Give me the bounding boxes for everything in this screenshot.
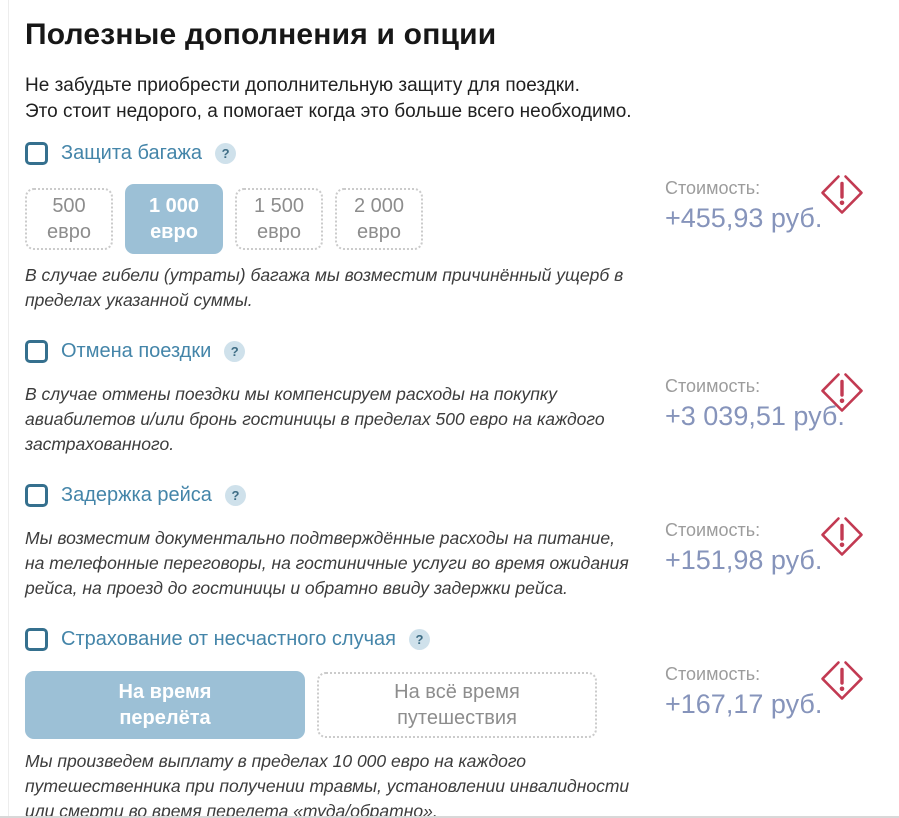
subtitle-line-2: Это стоит недорого, а помогает когда это… — [25, 101, 632, 122]
section-baggage-header: Защита багажа ? — [25, 142, 899, 165]
cost-label: Стоимость: — [665, 376, 761, 396]
section-trip-cancellation: Отмена поездки ? В случае отмены поездки… — [25, 340, 899, 457]
baggage-cost: Стоимость: +455,93 руб. — [665, 175, 899, 234]
flight-delay-cost: Стоимость: +151,98 руб. — [665, 517, 899, 576]
flight-delay-label[interactable]: Задержка рейса — [61, 484, 212, 506]
baggage-option-2000[interactable]: 2 000 евро — [335, 188, 423, 250]
baggage-cost-value: +455,93 руб. — [665, 203, 823, 233]
trip-cancellation-checkbox[interactable] — [25, 340, 48, 363]
accident-insurance-cost-value: +167,17 руб. — [665, 689, 823, 719]
cost-label: Стоимость: — [665, 178, 761, 198]
accident-insurance-checkbox[interactable] — [25, 628, 48, 651]
accident-option-flight-only[interactable]: На время перелёта — [25, 671, 305, 739]
accident-insurance-description: Мы произведем выплату в пределах 10 000 … — [25, 751, 630, 818]
section-trip-cancellation-header: Отмена поездки ? — [25, 340, 899, 363]
flight-delay-help-icon[interactable]: ? — [224, 485, 246, 506]
flight-delay-description: Мы возместим документально подтверждённы… — [25, 528, 629, 598]
page-title: Полезные дополнения и опции — [25, 18, 497, 51]
cost-label: Стоимость: — [665, 664, 761, 684]
baggage-help-icon[interactable]: ? — [215, 143, 237, 164]
accident-option-whole-trip[interactable]: На всё время путешествия — [317, 672, 597, 738]
trip-cancellation-help-icon[interactable]: ? — [224, 341, 246, 362]
baggage-option-500[interactable]: 500 евро — [25, 188, 113, 250]
cost-label: Стоимость: — [665, 520, 761, 540]
warning-icon[interactable] — [819, 170, 865, 221]
baggage-checkbox[interactable] — [25, 142, 48, 165]
baggage-option-1500[interactable]: 1 500 евро — [235, 188, 323, 250]
trip-cancellation-description: В случае отмены поездки мы компенсируем … — [25, 384, 605, 454]
section-accident-insurance: Страхование от несчастного случая ? На в… — [25, 628, 899, 818]
page-subtitle: Не забудьте приобрести дополнительную за… — [25, 73, 899, 125]
accident-insurance-help-icon[interactable]: ? — [408, 629, 430, 650]
trip-cancellation-cost-value: +3 039,51 руб. — [665, 401, 845, 431]
baggage-label[interactable]: Защита багажа — [61, 142, 203, 164]
trip-cancellation-label[interactable]: Отмена поездки — [61, 340, 212, 362]
flight-delay-checkbox[interactable] — [25, 484, 48, 507]
subtitle-line-1: Не забудьте приобрести дополнительную за… — [25, 75, 580, 96]
section-accident-insurance-header: Страхование от несчастного случая ? — [25, 628, 899, 651]
section-flight-delay: Задержка рейса ? Мы возместим документал… — [25, 484, 899, 601]
warning-icon[interactable] — [819, 368, 865, 419]
trip-cancellation-cost: Стоимость: +3 039,51 руб. — [665, 373, 899, 432]
accident-insurance-cost: Стоимость: +167,17 руб. — [665, 661, 899, 720]
warning-icon[interactable] — [819, 656, 865, 707]
section-baggage: Защита багажа ? 500 евро 1 000 евро 1 50… — [25, 142, 899, 313]
warning-icon[interactable] — [819, 512, 865, 563]
accident-period-options: На время перелёта На всё время путешеств… — [25, 670, 649, 740]
flight-delay-cost-value: +151,98 руб. — [665, 545, 823, 575]
accident-insurance-label[interactable]: Страхование от несчастного случая — [61, 628, 396, 650]
baggage-description: В случае гибели (утраты) багажа мы возме… — [25, 265, 624, 310]
baggage-amount-options: 500 евро 1 000 евро 1 500 евро 2 000 евр… — [25, 184, 649, 254]
section-flight-delay-header: Задержка рейса ? — [25, 484, 899, 507]
baggage-option-1000[interactable]: 1 000 евро — [125, 184, 223, 254]
